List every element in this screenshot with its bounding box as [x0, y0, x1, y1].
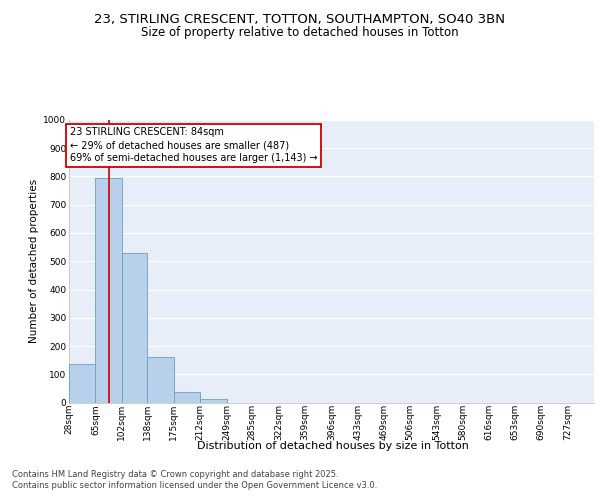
Bar [200, 399, 227, 402]
Text: Contains public sector information licensed under the Open Government Licence v3: Contains public sector information licen… [12, 481, 377, 490]
Text: 23 STIRLING CRESCENT: 84sqm
← 29% of detached houses are smaller (487)
69% of se: 23 STIRLING CRESCENT: 84sqm ← 29% of det… [70, 127, 317, 164]
Text: Contains HM Land Registry data © Crown copyright and database right 2025.: Contains HM Land Registry data © Crown c… [12, 470, 338, 479]
Text: Distribution of detached houses by size in Totton: Distribution of detached houses by size … [197, 441, 469, 451]
Text: 23, STIRLING CRESCENT, TOTTON, SOUTHAMPTON, SO40 3BN: 23, STIRLING CRESCENT, TOTTON, SOUTHAMPT… [95, 12, 505, 26]
Y-axis label: Number of detached properties: Number of detached properties [29, 179, 39, 344]
Bar [69, 364, 95, 403]
Bar [174, 392, 200, 402]
Bar [122, 253, 148, 402]
Bar [148, 356, 174, 403]
Text: Size of property relative to detached houses in Totton: Size of property relative to detached ho… [141, 26, 459, 39]
Bar [95, 178, 122, 402]
